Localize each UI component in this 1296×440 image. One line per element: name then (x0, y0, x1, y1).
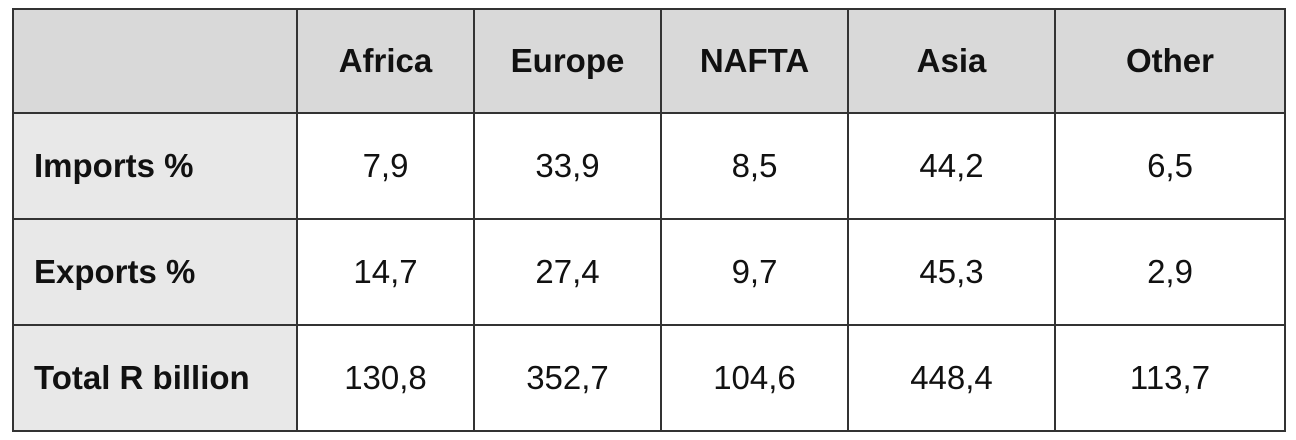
table-cell: 33,9 (473, 112, 662, 220)
column-header-other: Other (1054, 8, 1286, 114)
table-cell: 2,9 (1054, 218, 1286, 326)
header-row: Africa Europe NAFTA Asia Other (12, 8, 1286, 114)
table-cell: 8,5 (660, 112, 849, 220)
table-row-total: Total R billion 130,8 352,7 104,6 448,4 … (12, 324, 1286, 432)
table-cell: 45,3 (847, 218, 1056, 326)
corner-cell (12, 8, 298, 114)
table-cell: 27,4 (473, 218, 662, 326)
table-row-imports: Imports % 7,9 33,9 8,5 44,2 6,5 (12, 112, 1286, 220)
table-cell: 352,7 (473, 324, 662, 432)
trade-table: Africa Europe NAFTA Asia Other Imports %… (12, 8, 1286, 432)
table-cell: 113,7 (1054, 324, 1286, 432)
row-header-exports: Exports % (12, 218, 298, 326)
column-header-nafta: NAFTA (660, 8, 849, 114)
row-header-imports: Imports % (12, 112, 298, 220)
column-header-asia: Asia (847, 8, 1056, 114)
row-header-total: Total R billion (12, 324, 298, 432)
table-cell: 104,6 (660, 324, 849, 432)
column-header-europe: Europe (473, 8, 662, 114)
table-cell: 14,7 (296, 218, 475, 326)
table-cell: 6,5 (1054, 112, 1286, 220)
table-cell: 44,2 (847, 112, 1056, 220)
table-cell: 7,9 (296, 112, 475, 220)
table-row-exports: Exports % 14,7 27,4 9,7 45,3 2,9 (12, 218, 1286, 326)
table-cell: 448,4 (847, 324, 1056, 432)
column-header-africa: Africa (296, 8, 475, 114)
table-cell: 130,8 (296, 324, 475, 432)
table-cell: 9,7 (660, 218, 849, 326)
